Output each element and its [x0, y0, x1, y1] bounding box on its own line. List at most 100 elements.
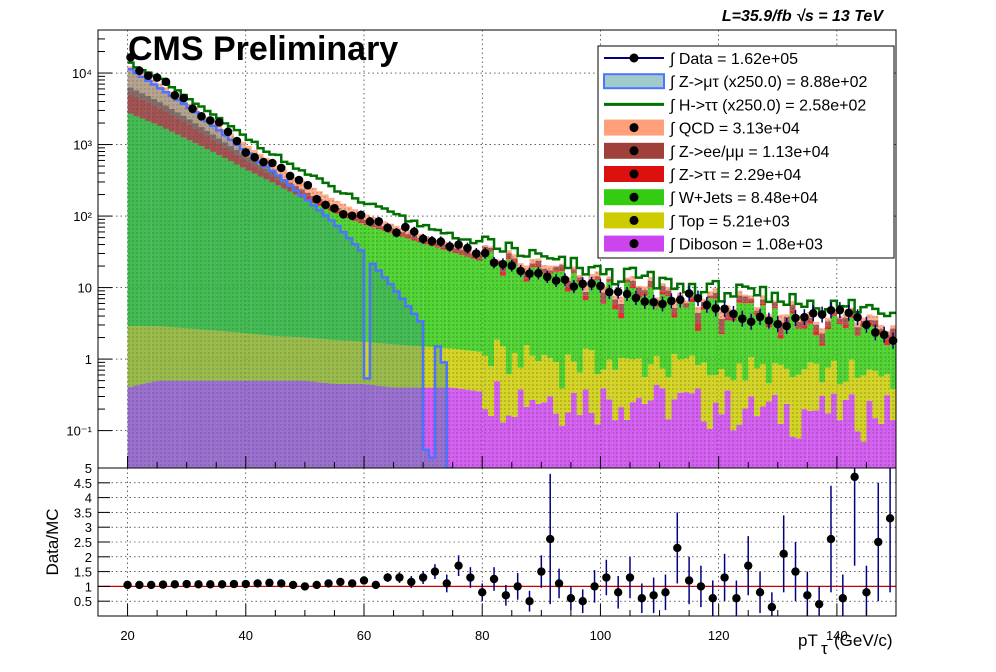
ratio-y-tick-label: 2 — [85, 550, 92, 565]
ratio-point — [430, 564, 440, 579]
data-point — [587, 276, 596, 291]
data-point — [214, 118, 224, 127]
x-tick-label: 60 — [357, 628, 371, 643]
ratio-point — [489, 567, 499, 591]
ratio-point — [744, 536, 753, 596]
ratio-point — [862, 565, 871, 616]
ratio-y-tick-label: 1.5 — [74, 565, 92, 580]
data-point — [276, 163, 286, 173]
legend-label: ∫ Z->ee/μμ = 1.13e+04 — [669, 144, 829, 161]
data-point — [409, 226, 419, 237]
ratio-point — [324, 579, 333, 588]
ztau-mutau-signal-bars — [127, 68, 453, 470]
data-point — [356, 210, 366, 220]
cms-label: CMS Preliminary — [128, 30, 398, 68]
ratio-point — [158, 580, 168, 589]
zll-bars — [127, 87, 896, 344]
data-point — [711, 300, 721, 317]
ratio-point — [874, 482, 883, 602]
data-point — [250, 153, 259, 162]
data-point — [534, 267, 543, 280]
ratio-point — [637, 583, 647, 614]
svg-text:pT: pT — [798, 631, 818, 650]
ratio-y-tick-label: 3 — [85, 520, 92, 535]
ratio-point — [850, 468, 859, 566]
ratio-point — [791, 542, 800, 602]
data-point — [729, 305, 738, 322]
data-point — [605, 285, 614, 299]
x-axis-label: pT τ (GeV/c) — [798, 631, 893, 658]
data-point — [294, 175, 304, 185]
x-tick-label: 80 — [475, 628, 489, 643]
data-point — [232, 136, 242, 146]
data-point — [365, 217, 375, 226]
data-point — [782, 318, 791, 335]
data-point — [622, 286, 632, 302]
data-point — [223, 127, 233, 137]
ratio-point — [566, 586, 576, 611]
ratio-y-axis-label: Data/MC — [43, 508, 62, 575]
ratio-point — [418, 571, 428, 585]
legend-entry-data: ∫ Data = 1.62e+05 — [604, 51, 798, 68]
ratio-point — [206, 580, 215, 589]
data-point — [126, 52, 135, 62]
data-point — [835, 302, 845, 319]
ratio-point — [241, 579, 250, 589]
ratio-point — [288, 580, 298, 590]
data-point — [773, 316, 783, 333]
legend-label: ∫ Z->μτ (x250.0) = 8.88e+02 — [669, 74, 867, 91]
data-point — [392, 227, 401, 238]
ratio-point — [501, 584, 511, 606]
x-tick-label: 40 — [239, 628, 253, 643]
ratio-point — [265, 578, 274, 588]
data-point — [330, 204, 339, 213]
legend-entry-wjets: ∫ W+Jets = 8.48e+04 — [604, 189, 818, 207]
data-point — [542, 270, 552, 284]
ratio-point — [170, 580, 180, 589]
main-histogram — [127, 61, 896, 470]
htt-signal-outline — [127, 61, 896, 318]
ratio-point — [578, 589, 587, 614]
ratio-y-tick-label: 3.5 — [74, 505, 92, 520]
data-point — [507, 259, 517, 272]
ratio-point — [135, 580, 144, 590]
data-point — [560, 273, 570, 287]
svg-text:τ: τ — [821, 639, 828, 658]
data-point — [596, 279, 605, 293]
ratio-point — [442, 574, 451, 593]
ratio-point — [537, 555, 546, 588]
ratio-point — [814, 586, 824, 616]
ratio-point — [661, 574, 670, 611]
y-tick-label: 1 — [85, 352, 92, 367]
data-point — [649, 294, 658, 310]
ratio-y-tick-label: 5 — [85, 461, 92, 476]
ratio-point — [720, 553, 729, 602]
ratio-point — [194, 580, 203, 589]
data-point — [135, 66, 144, 75]
ratio-point — [755, 571, 765, 614]
data-point — [631, 290, 641, 306]
data-point — [445, 241, 455, 252]
wjets-bars — [127, 113, 896, 390]
data-point — [480, 247, 490, 259]
ratio-point — [673, 512, 682, 584]
data-point — [693, 290, 703, 307]
y-tick-label: 10⁻¹ — [66, 424, 92, 439]
data-point — [303, 180, 313, 190]
x-tick-label: 120 — [708, 628, 730, 643]
data-point — [321, 200, 330, 210]
ratio-frame — [97, 467, 897, 617]
legend-entry-qcd: ∫ QCD = 3.13e+04 — [604, 119, 800, 138]
legend: ∫ Data = 1.62e+05 ∫ Z->μτ (x250.0) = 8.88… — [597, 45, 895, 259]
data-point — [853, 309, 862, 326]
ratio-point — [696, 565, 706, 608]
data-point — [197, 112, 206, 121]
x-tick-label: 20 — [120, 628, 134, 643]
data-point — [383, 223, 392, 233]
ratio-point — [359, 576, 369, 585]
ratio-point — [613, 576, 623, 609]
ratio-y-tick-label: 2.5 — [74, 535, 92, 550]
data-point — [525, 267, 534, 280]
legend-entry-top: ∫ Top = 5.21e+03 — [604, 212, 790, 230]
ratio-point — [478, 583, 487, 602]
